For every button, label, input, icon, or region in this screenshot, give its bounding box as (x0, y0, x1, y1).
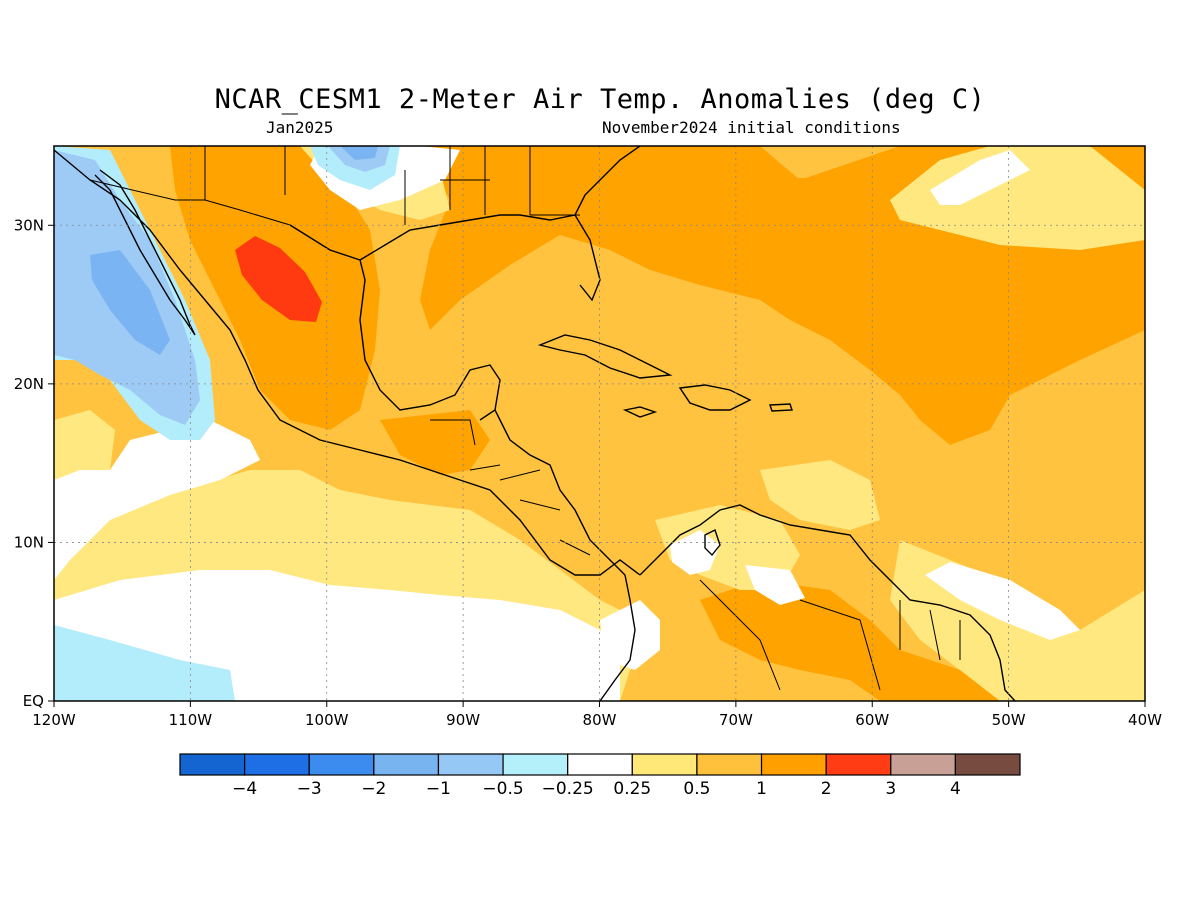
us-state-lines (204, 146, 580, 225)
south-america-pacific-coast (599, 574, 636, 701)
lat-tick-label: EQ (23, 692, 44, 710)
central-america-borders (430, 419, 591, 556)
lon-tick-label: 40W (1128, 711, 1162, 729)
lon-tick-label: 70W (719, 711, 753, 729)
anomaly-band-neutral (745, 565, 805, 605)
coastlines (54, 146, 1016, 701)
colorbar: −4 −3 −2 −1 −0.5 −0.25 0.25 0.5 1 2 3 4 (179, 753, 1021, 799)
hispaniola (678, 384, 752, 411)
colorbar-swatch (437, 753, 504, 776)
anomaly-band-1-to-2 (380, 410, 490, 475)
colorbar-swatch (308, 753, 375, 776)
anomaly-band-neutral (54, 420, 260, 580)
colorbar-label: 0.25 (613, 779, 651, 799)
lon-tick-label: 90W (446, 711, 480, 729)
lon-tick-label: 100W (305, 711, 349, 729)
anomaly-band-2-to-3 (235, 236, 322, 322)
anomaly-band-0-25-to-0-5 (760, 460, 880, 530)
mexico-pacific-coast (54, 149, 641, 576)
anomaly-band-neg-1-to-neg-2 (340, 146, 378, 160)
anomaly-band-neutral (600, 600, 660, 670)
lat-tick-label: 10N (14, 533, 44, 551)
colorbar-label: −2 (361, 779, 386, 799)
anomaly-band-neutral (925, 562, 1080, 640)
anomaly-band-1-to-2 (700, 580, 1000, 701)
lon-tick-label: 120W (32, 711, 76, 729)
south-america-borders (699, 579, 961, 691)
longitude-axis: 120W 110W 100W 90W 80W 70W 60W 50W 40W (32, 701, 1162, 729)
colorbar-swatch (696, 753, 763, 776)
baja-california (94, 169, 196, 336)
colorbar-swatch (890, 753, 956, 776)
anomaly-band-neg-0-25-to-neg-0-5 (54, 625, 235, 701)
colorbar-swatch (567, 753, 633, 776)
colorbar-label: −1 (426, 779, 451, 799)
anomaly-band-0-25-to-0-5 (890, 146, 1145, 250)
us-gulf-coast (359, 214, 601, 302)
anomaly-band-neutral (930, 150, 1030, 205)
lon-tick-label: 110W (169, 711, 213, 729)
anomaly-shading (54, 146, 1145, 701)
initial-conditions-label: November2024 initial conditions (602, 118, 901, 137)
anomaly-band-1-to-2 (788, 178, 816, 216)
colorbar-label: −0.5 (482, 779, 523, 799)
lake-maracaibo (704, 529, 721, 557)
colorbar-swatch (179, 753, 246, 776)
colorbar-label: 4 (950, 779, 961, 799)
colorbar-swatch (760, 753, 827, 776)
map-gridlines (54, 146, 1145, 701)
anomaly-band-neg-1-to-neg-2 (90, 250, 170, 355)
colorbar-swatch (502, 753, 569, 776)
puerto-rico (769, 403, 793, 412)
lat-tick-label: 20N (14, 375, 44, 393)
lon-tick-label: 80W (583, 711, 617, 729)
colorbar-swatch (373, 753, 440, 776)
colorbar-swatch (954, 753, 1021, 776)
colorbar-label: 3 (885, 779, 896, 799)
colorbar-swatch (825, 753, 892, 776)
gulf-coast-mexico (289, 224, 501, 421)
colorbar-label: −0.25 (542, 779, 594, 799)
lon-tick-label: 50W (992, 711, 1026, 729)
cuba (537, 334, 673, 379)
valid-month-label: Jan2025 (266, 118, 334, 137)
latitude-axis: EQ 10N 20N 30N (14, 216, 54, 710)
colorbar-swatch (244, 753, 310, 776)
political-borders (89, 146, 961, 691)
colorbar-label: 1 (756, 779, 767, 799)
central-america-caribbean-coast (494, 409, 626, 576)
lon-tick-label: 60W (855, 711, 889, 729)
lat-tick-label: 30N (14, 216, 44, 234)
colorbar-label: 0.5 (683, 779, 710, 799)
jamaica (622, 406, 658, 418)
colorbar-label: −4 (232, 779, 257, 799)
colorbar-label: 2 (821, 779, 832, 799)
south-america-north-coast (639, 504, 1016, 701)
figure-title: NCAR_CESM1 2-Meter Air Temp. Anomalies (… (214, 84, 986, 115)
colorbar-label: −3 (297, 779, 322, 799)
colorbar-swatch (631, 753, 698, 776)
us-atlantic-coast (574, 146, 641, 216)
anomaly-band-neutral (670, 530, 720, 575)
